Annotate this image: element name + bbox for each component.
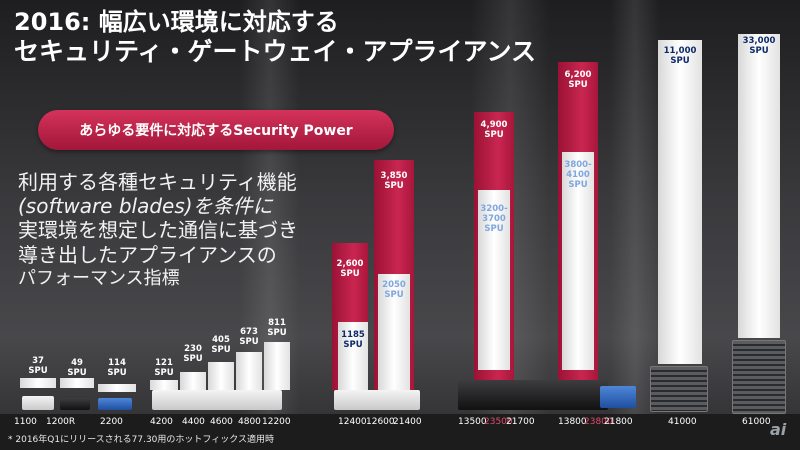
spu-bar-label: 3200- 3700 SPU bbox=[480, 204, 508, 234]
spu-bar-label: 121 SPU bbox=[154, 358, 174, 378]
watermark-logo: ai bbox=[770, 420, 787, 439]
model-label: 4800 bbox=[238, 417, 261, 427]
model-label: 21800 bbox=[604, 417, 633, 427]
model-label: 23800 bbox=[584, 417, 613, 427]
spu-bar-label: 114 SPU bbox=[107, 358, 127, 378]
appliance-4000-series-image bbox=[152, 390, 282, 410]
appliance-1100-image bbox=[22, 396, 54, 410]
model-strip bbox=[0, 414, 800, 450]
spu-bar bbox=[338, 322, 368, 390]
description-line: パフォーマンス指標 bbox=[18, 268, 180, 289]
description-line: 導き出したアプライアンスの bbox=[18, 243, 277, 267]
spu-bar bbox=[60, 378, 94, 388]
model-label: 12600 bbox=[366, 417, 395, 427]
slide-title-line2: セキュリティ・ゲートウェイ・アプライアンス bbox=[14, 37, 537, 66]
model-label: 1200R bbox=[46, 417, 76, 427]
spu-bar-label: 673 SPU bbox=[239, 327, 259, 347]
spu-bar bbox=[208, 362, 234, 390]
spu-bar-label: 49 SPU bbox=[67, 358, 87, 378]
security-power-banner: あらゆる要件に対応するSecurity Power bbox=[38, 110, 394, 150]
spu-bar-label: 11,000 SPU bbox=[663, 46, 697, 66]
spu-bar bbox=[236, 352, 262, 390]
spu-bar bbox=[180, 372, 206, 390]
model-label: 2200 bbox=[100, 417, 123, 427]
spu-bar-label: 4,900 SPU bbox=[480, 120, 508, 140]
model-label: 61000 bbox=[742, 417, 771, 427]
spu-bar-label: 2,600 SPU bbox=[336, 259, 364, 279]
chassis-41000-image bbox=[650, 366, 708, 412]
spu-bar bbox=[20, 378, 56, 388]
appliance-1200r-image bbox=[60, 398, 90, 410]
model-label: 21400 bbox=[393, 417, 422, 427]
spu-bar-label: 405 SPU bbox=[211, 335, 231, 355]
spu-bar bbox=[378, 274, 410, 390]
spu-bar bbox=[264, 342, 290, 390]
spu-bar-label: 230 SPU bbox=[183, 344, 203, 364]
appliance-2200-image bbox=[98, 398, 132, 410]
appliance-13800-image bbox=[600, 386, 636, 408]
spu-bar-label: 2050 SPU bbox=[382, 280, 406, 300]
appliance-12000-series-image bbox=[334, 390, 420, 410]
model-label: 13500 bbox=[458, 417, 487, 427]
model-label: 23500 bbox=[484, 417, 513, 427]
model-label: 21700 bbox=[506, 417, 535, 427]
footnote: * 2016年Q1にリリースされる77.30用のホットフィックス適用時 bbox=[8, 435, 274, 445]
description-line: 実環境を想定した通信に基づき bbox=[18, 218, 298, 242]
spu-bar bbox=[562, 152, 594, 370]
model-label: 4600 bbox=[210, 417, 233, 427]
spu-bar bbox=[150, 380, 178, 390]
spu-bar bbox=[738, 34, 780, 338]
spu-bar bbox=[658, 40, 702, 364]
chassis-61000-image bbox=[732, 340, 786, 414]
spu-bar-label: 811 SPU bbox=[267, 318, 287, 338]
slide-title-line1: 2016: 幅広い環境に対応する bbox=[14, 8, 339, 36]
model-label: 41000 bbox=[668, 417, 697, 427]
spu-bar bbox=[478, 190, 510, 370]
description-line: 利用する各種セキュリティ機能 bbox=[18, 170, 297, 194]
spu-bar-label: 33,000 SPU bbox=[742, 36, 776, 56]
model-label: 1100 bbox=[14, 417, 37, 427]
model-label: 4200 bbox=[150, 417, 173, 427]
spu-bar-label: 1185 SPU bbox=[341, 330, 365, 350]
spu-bar-label: 6,200 SPU bbox=[564, 70, 592, 90]
model-label: 12200 bbox=[262, 417, 291, 427]
model-label: 4400 bbox=[182, 417, 205, 427]
spu-bar-label: 37 SPU bbox=[28, 356, 48, 376]
model-label: 13800 bbox=[558, 417, 587, 427]
appliance-13500-image bbox=[458, 380, 608, 410]
spu-bar-label: 3,850 SPU bbox=[380, 171, 408, 191]
spu-bar-label: 3800- 4100 SPU bbox=[564, 160, 592, 190]
description-line: (software blades)を条件に bbox=[18, 194, 273, 218]
model-label: 12400 bbox=[338, 417, 367, 427]
spu-bar bbox=[98, 384, 136, 392]
